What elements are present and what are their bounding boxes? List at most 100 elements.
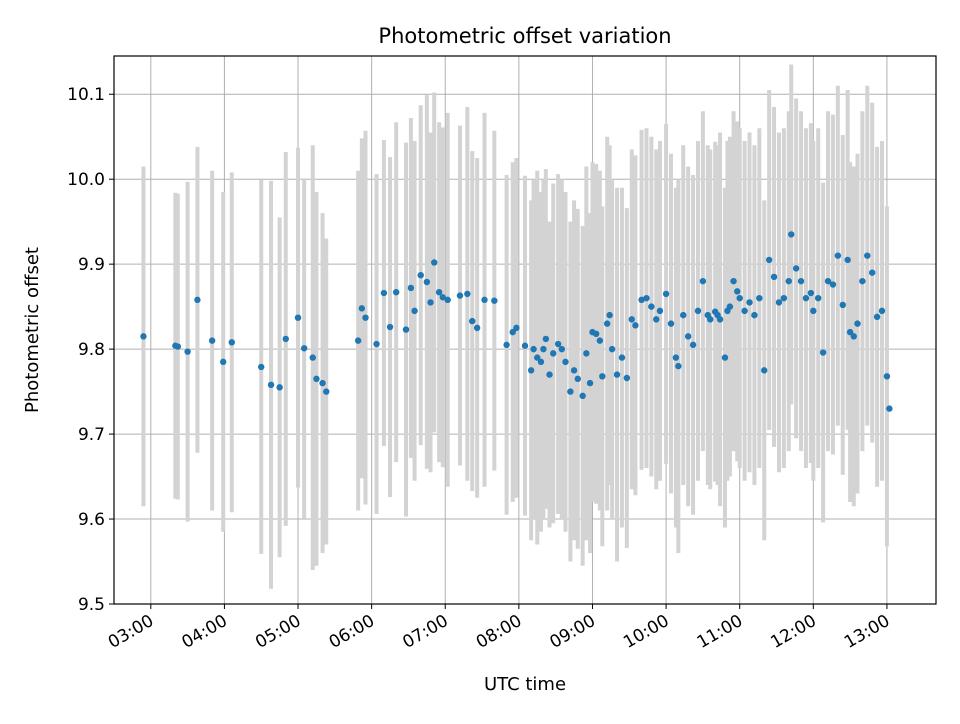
data-point [431,259,438,266]
data-point [751,311,758,319]
data-point [534,354,541,361]
data-point [407,284,415,292]
data-point [716,316,724,323]
data-point [680,311,687,319]
data-point [726,303,734,310]
data-point [313,375,320,383]
data-point [319,379,326,387]
data-point [562,358,569,366]
data-point [721,354,729,361]
data-point [513,324,520,332]
data-point [854,320,861,327]
chart-title: Photometric offset variation [378,24,671,48]
y-tick-label: 9.5 [78,595,105,615]
data-point [427,299,434,306]
data-point [599,373,606,380]
data-point [815,294,822,302]
data-point [439,294,446,301]
data-point [765,256,773,264]
data-point [886,405,893,412]
data-point [554,340,562,348]
data-point [792,265,800,272]
y-ticks: 9.5 9.6 9.7 9.8 9.9 10.0 10.1 [67,85,114,615]
data-point [208,337,216,344]
data-point [386,323,394,331]
data-point [770,273,778,281]
data-point [509,328,516,336]
data-point [643,294,650,302]
data-point [746,299,753,306]
y-tick-label: 9.7 [78,425,105,445]
data-point [802,294,810,302]
data-point [546,371,553,378]
data-point [807,289,815,297]
data-point [859,277,866,285]
data-point [596,337,604,344]
data-point [373,340,380,348]
data-point [586,379,594,387]
data-point [354,337,362,344]
data-point [258,363,265,371]
x-axis-label: UTC time [484,674,566,695]
data-point [228,339,235,346]
data-point [699,277,707,285]
data-point [417,272,424,279]
data-point [558,345,566,353]
y-tick-label: 10.0 [67,170,105,190]
data-point [850,333,857,340]
data-point [411,307,418,315]
y-axis-label: Photometric offset [22,247,43,413]
data-point [734,288,741,295]
data-point [473,324,481,332]
data-point [537,358,545,366]
data-points [140,231,893,412]
data-point [638,296,645,304]
data-point [542,335,550,343]
data-point [878,307,886,315]
data-point [648,303,655,310]
data-point [323,388,330,395]
data-point [675,362,682,370]
data-point [780,294,788,302]
data-point [219,358,227,366]
data-point [570,367,578,374]
data-point [785,277,792,285]
data-point [864,252,871,259]
data-point [761,367,768,374]
data-point [140,333,147,340]
data-point [282,335,289,343]
data-point [503,341,510,349]
data-point [550,350,557,357]
data-point [194,296,201,304]
data-point [824,277,832,285]
data-point [846,328,854,336]
data-point [444,296,451,304]
data-point [300,345,308,352]
data-point [481,296,488,304]
data-point [736,294,743,302]
data-point [873,313,881,321]
data-point [604,320,611,327]
data-point [309,354,316,361]
data-point [435,288,443,296]
data-point [672,354,680,361]
data-point [707,316,714,323]
data-point [469,317,476,325]
data-point [423,278,431,286]
data-point [380,289,388,297]
data-point [521,342,529,349]
data-point [632,322,639,329]
data-point [613,371,621,378]
data-point [628,316,635,323]
y-tick-label: 10.1 [67,85,105,105]
data-point [402,326,410,333]
data-point [810,307,817,315]
data-point [527,367,535,374]
data-point [656,307,664,315]
data-point [834,252,842,259]
data-point [730,277,737,285]
plot-frame [113,55,937,605]
data-point [567,388,574,395]
